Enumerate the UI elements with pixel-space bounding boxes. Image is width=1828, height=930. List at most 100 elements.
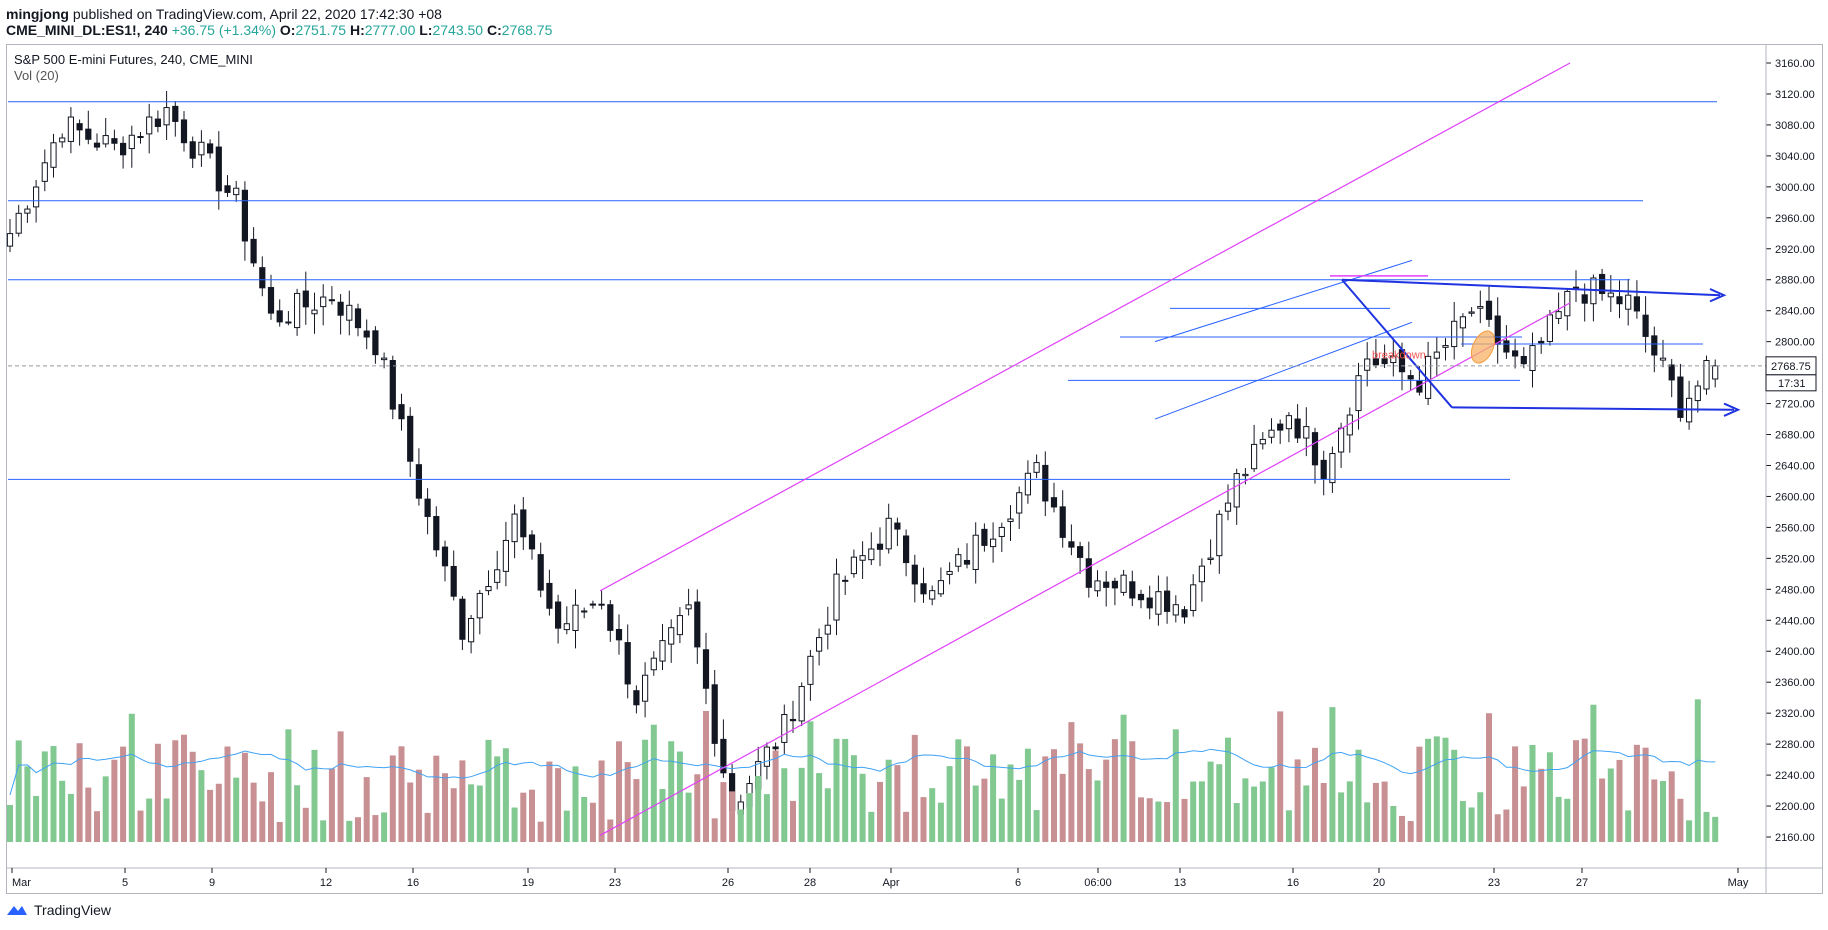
volume-bar — [1103, 759, 1110, 842]
volume-bar — [694, 774, 701, 842]
candle-body — [59, 137, 66, 143]
volume-bar — [833, 738, 840, 842]
last-price-label: 2768.75 — [1771, 361, 1811, 373]
candle-body — [694, 601, 701, 648]
published-text: published on TradingView.com, April 22, … — [72, 6, 442, 22]
volume-bar — [1259, 781, 1266, 842]
volume-bar — [355, 817, 361, 842]
breakdown-arrow-line — [1341, 279, 1453, 409]
chart-frame[interactable] — [6, 44, 1823, 894]
volume-bar — [1486, 713, 1492, 842]
x-tick-label: 16 — [407, 877, 419, 889]
volume-bar — [1364, 802, 1371, 842]
volume-bar — [181, 734, 187, 842]
volume-bar — [668, 741, 675, 842]
y-tick-label: 2440.00 — [1775, 615, 1815, 627]
candle-body — [1059, 506, 1066, 538]
volume-bar — [1216, 764, 1223, 842]
volume-bar — [233, 777, 240, 842]
candle-body — [1677, 376, 1684, 418]
candle-body — [1007, 518, 1014, 522]
volume-bar — [94, 811, 100, 842]
candle-body — [441, 546, 449, 567]
candle-body — [1137, 593, 1145, 601]
volume-bar — [711, 818, 718, 842]
volume-bar — [85, 787, 92, 842]
candle-body — [702, 649, 710, 689]
volume-bar — [1164, 802, 1171, 842]
candle-body — [407, 415, 414, 462]
volume-bar — [1285, 810, 1292, 842]
y-tick-label: 2480.00 — [1775, 584, 1815, 596]
candle-body — [1633, 296, 1641, 312]
open-label: O: — [279, 22, 296, 38]
candle-body — [659, 640, 666, 662]
candle-body — [1538, 340, 1545, 344]
volume-bar — [1372, 782, 1379, 842]
candle-body — [615, 628, 623, 641]
wedge-lower-line — [1154, 321, 1413, 420]
volume-bar — [572, 766, 579, 842]
candle-body — [572, 604, 579, 632]
volume-bar — [407, 782, 414, 842]
volume-bar — [285, 729, 292, 842]
candle-body — [1207, 557, 1214, 560]
y-tick-label: 2680.00 — [1775, 430, 1815, 442]
volume-bar — [302, 807, 309, 842]
volume-bar — [868, 811, 875, 842]
candle-body — [1581, 294, 1588, 304]
volume-bar — [703, 711, 709, 842]
volume-bar — [1477, 792, 1484, 842]
candle-body — [302, 290, 309, 308]
y-tick-label: 2840.00 — [1775, 306, 1815, 318]
publisher-name[interactable]: mingjong — [6, 6, 69, 22]
volume-bar — [1616, 759, 1623, 842]
candle-body — [859, 555, 866, 561]
candle-body — [1599, 273, 1606, 294]
candle-body — [990, 538, 997, 548]
candle-body — [920, 583, 927, 595]
candle-body — [1651, 335, 1658, 356]
candle-body — [937, 580, 944, 595]
candle-body — [346, 304, 353, 321]
candle-body — [415, 464, 422, 499]
candle-body — [189, 141, 196, 159]
candle-body — [207, 143, 214, 154]
volume-bar — [1425, 738, 1432, 842]
candle-body — [1224, 502, 1232, 512]
volume-bar — [1381, 781, 1388, 842]
candle-body — [1146, 597, 1153, 609]
x-tick-label: 9 — [209, 877, 215, 889]
volume-bar — [294, 785, 301, 842]
y-tick-label: 2320.00 — [1775, 708, 1815, 720]
candle-body — [485, 586, 492, 592]
volume-bar — [1303, 785, 1310, 842]
y-tick-label: 2920.00 — [1775, 244, 1815, 256]
y-tick-label: 2640.00 — [1775, 460, 1815, 472]
candle-body — [546, 582, 553, 609]
volume-bar — [720, 782, 727, 842]
candle-body — [1451, 320, 1458, 348]
candle-body — [676, 615, 683, 636]
volume-bar — [1607, 768, 1614, 842]
candle-body — [1120, 574, 1127, 593]
volume-bar — [850, 755, 857, 842]
candle-body — [607, 604, 614, 631]
brand-label[interactable]: TradingView — [34, 902, 112, 918]
candle-body — [511, 513, 518, 543]
y-tick-label: 2600.00 — [1775, 491, 1815, 503]
x-tick-label: May — [1728, 877, 1749, 889]
volume-bar — [1007, 764, 1014, 842]
y-tick-label: 2200.00 — [1775, 801, 1815, 813]
low-label: L: — [419, 22, 433, 38]
volume-bar — [1120, 714, 1127, 842]
candle-body — [67, 116, 75, 142]
candle-body — [1303, 426, 1310, 439]
candle-body — [1694, 385, 1701, 402]
price-chart[interactable]: 3160.00 3120.00 3080.00 3040.00 3000.00 2960.… — [0, 0, 1828, 900]
y-tick-label: 2360.00 — [1775, 677, 1815, 689]
candle-body — [450, 565, 457, 597]
volume-bar — [1564, 798, 1571, 842]
candle-body — [972, 534, 979, 571]
candle-body — [955, 554, 962, 567]
